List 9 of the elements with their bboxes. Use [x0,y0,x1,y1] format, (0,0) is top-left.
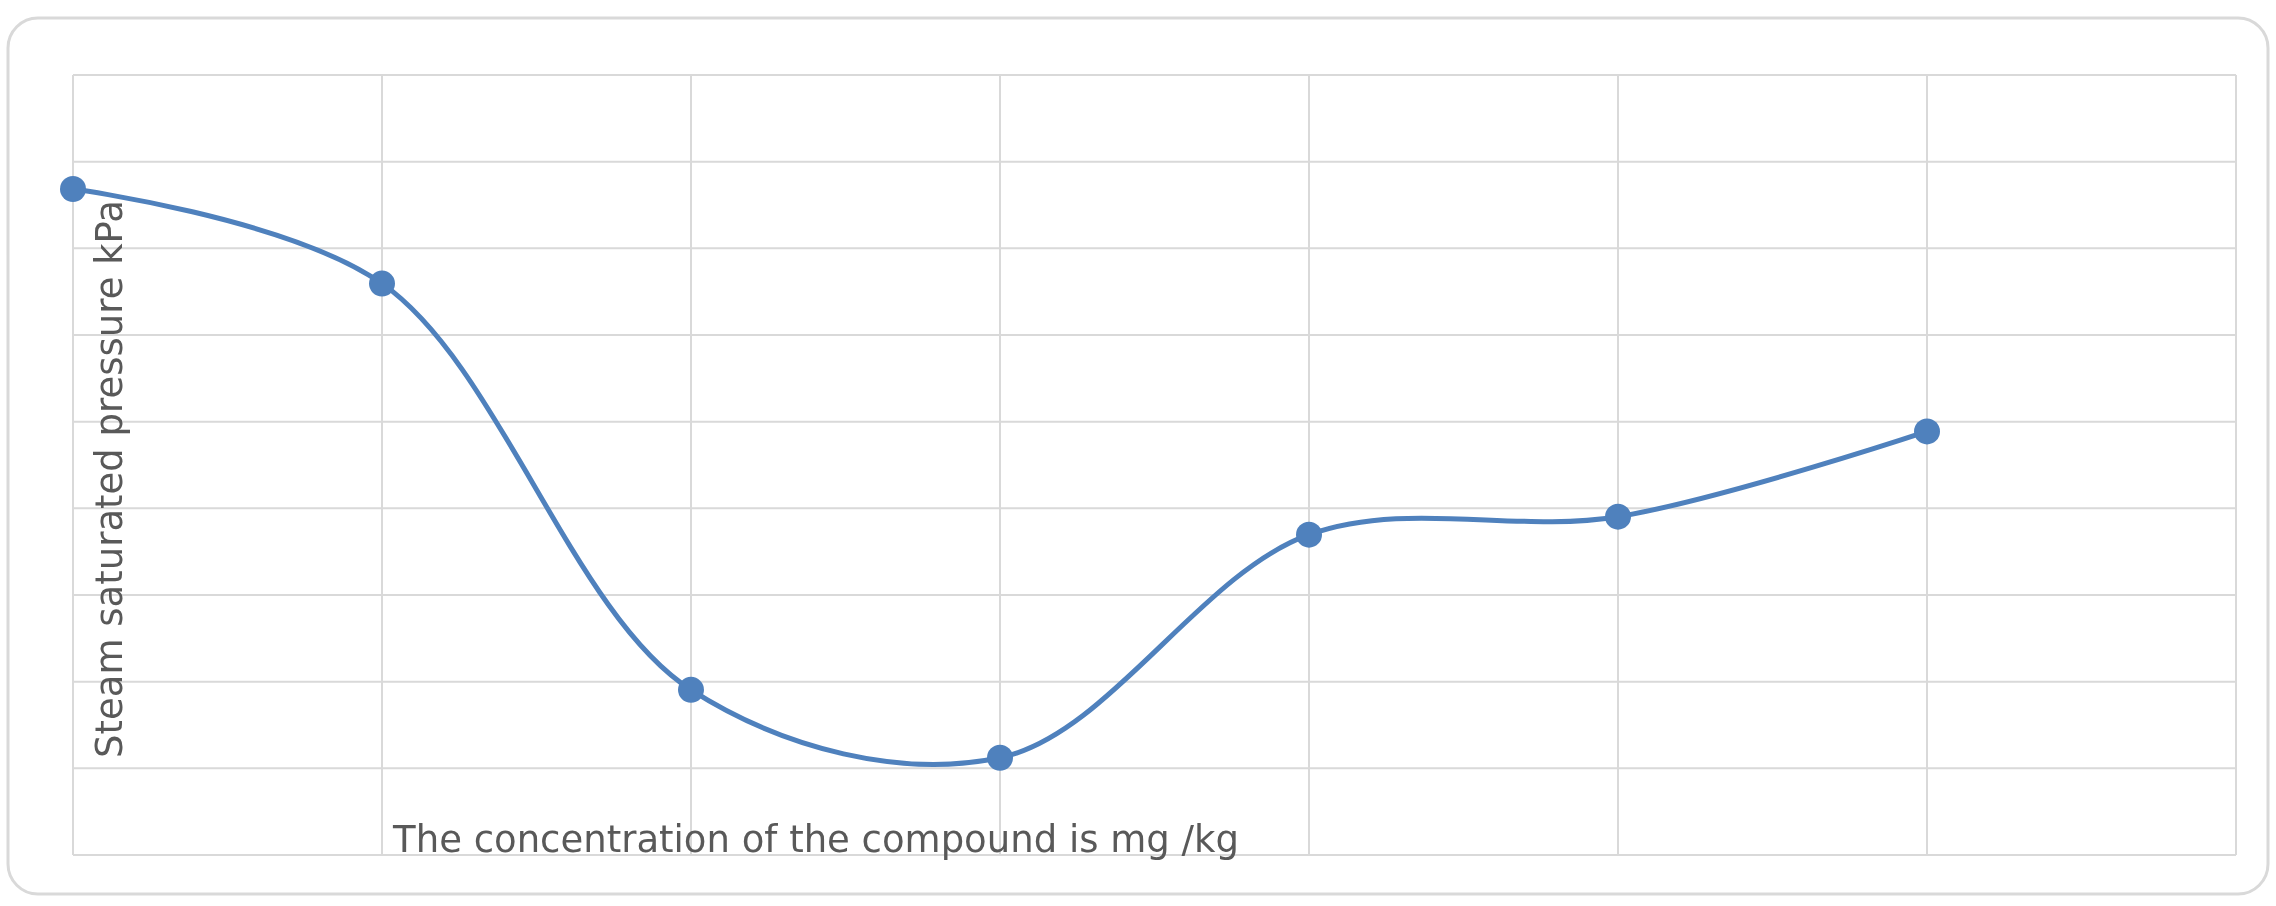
point [1605,503,1631,530]
point [1914,418,1940,445]
y-axis-title: Steam saturated pressure kPa [88,200,131,758]
point [1296,521,1322,548]
point [369,270,395,297]
point [60,176,86,202]
point [678,676,704,703]
point [987,744,1013,771]
x-axis-title: The concentration of the compound is mg /kg [392,818,1239,861]
